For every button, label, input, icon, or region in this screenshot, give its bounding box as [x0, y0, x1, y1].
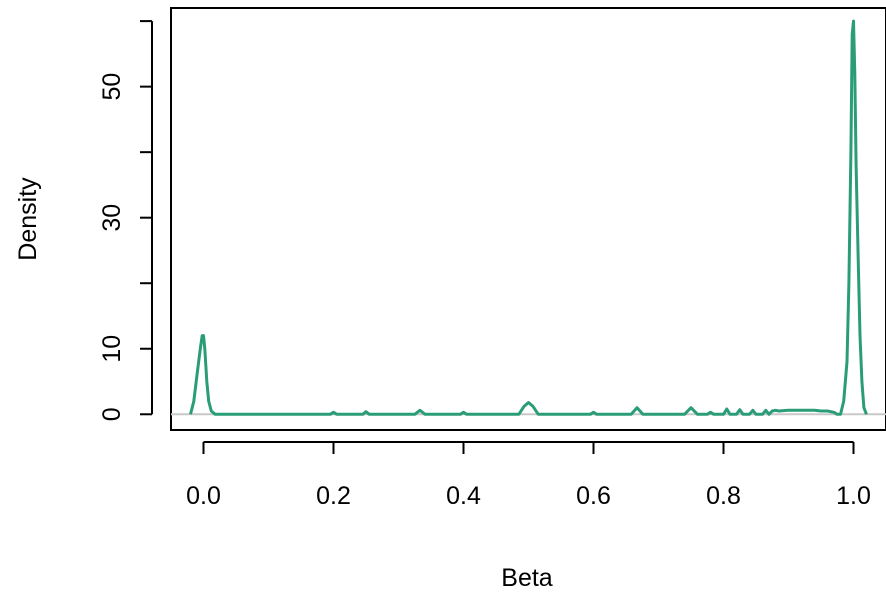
y-axis: 0 10 30 50 — [98, 20, 153, 421]
y-tick-label: 10 — [98, 335, 126, 363]
x-tick-label: 1.0 — [836, 482, 871, 510]
y-tick-label: 30 — [98, 204, 126, 232]
x-axis: 0.0 0.2 0.4 0.6 0.8 1.0 — [186, 441, 871, 510]
x-tick-label: 0.2 — [316, 482, 351, 510]
x-axis-title: Beta — [501, 564, 553, 592]
x-tick-label: 0.4 — [446, 482, 481, 510]
plot-frame — [170, 7, 886, 431]
x-tick-label: 0.0 — [186, 482, 221, 510]
x-tick-label: 0.8 — [706, 482, 741, 510]
density-line — [189, 19, 868, 416]
y-axis-title: Density — [14, 177, 42, 261]
x-tick-label: 0.6 — [576, 482, 611, 510]
y-tick-label: 0 — [98, 407, 126, 421]
y-tick-label: 50 — [98, 73, 126, 101]
